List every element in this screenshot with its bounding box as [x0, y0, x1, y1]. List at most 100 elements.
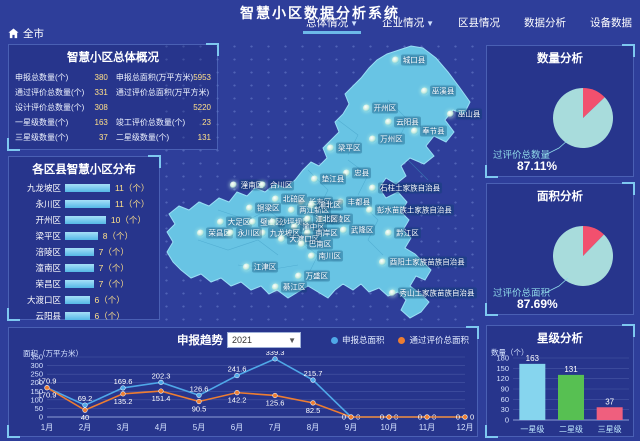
chart-text: 87.11%	[517, 159, 557, 173]
stat-value: 23	[202, 118, 211, 127]
map-label-綦江区: 綦江区	[271, 281, 308, 293]
chart-text: 200	[30, 378, 43, 387]
map-marker-dot	[307, 201, 315, 209]
data-point	[234, 372, 240, 379]
nav-item-1[interactable]: 企业情况 ▼	[382, 15, 434, 30]
chart-text: 163	[526, 354, 540, 363]
quantity-panel: 数量分析 过评价总数量 87.11%	[485, 44, 635, 178]
district-bar	[65, 280, 94, 288]
legend-item-1[interactable]: 通过评价总面积	[398, 334, 469, 346]
map-label-text: 涪陵区	[326, 213, 353, 225]
map-label-云阳县: 云阳县	[385, 116, 421, 128]
chart-text: 三星级	[598, 424, 622, 434]
map-label-text: 巫山县	[455, 108, 483, 120]
map-label-text: 江津区	[251, 261, 279, 273]
district-panel: 各区县智慧小区分布 九龙坡区 11（个） 永川区 11（个） 开州区 10（个） 梁平区 8（…	[7, 155, 161, 321]
chart-text: 12月	[457, 423, 474, 432]
stat-value: 380	[94, 73, 108, 82]
district-row: 云阳县 6（个）	[9, 308, 159, 324]
district-row: 梁平区 8（个）	[9, 228, 159, 244]
map-label-text: 九龙坡区	[267, 227, 302, 239]
district-bar	[65, 296, 90, 304]
nav-item-0[interactable]: 总体情况 ▼	[303, 15, 361, 34]
map-label-奉节县: 奉节县	[411, 125, 447, 137]
stat-label: 申报总面积(万平方米)	[115, 73, 194, 82]
chevron-down-icon: ▼	[426, 19, 434, 28]
map-label-酉阳土家族苗族自治县: 酉阳土家族苗族自治县	[378, 256, 467, 268]
map-label-忠县: 忠县	[343, 167, 372, 179]
chart-text: 339.3	[266, 351, 285, 357]
chart-text: 82.5	[306, 406, 321, 415]
chart-text: 11月	[419, 423, 435, 432]
trend-legend: 申报总面积 通过评价总面积	[330, 334, 469, 346]
chevron-down-icon: ▼	[350, 19, 359, 28]
map-marker-dot	[307, 252, 315, 260]
chart-text: 一星级	[520, 424, 544, 434]
map-marker-dot	[249, 218, 257, 226]
star-panel: 星级分析 数量（个） 0 30 60 90 120 150 180 163 一星级 131 二星级 37…	[485, 324, 635, 438]
map-label-大足区: 大足区	[216, 216, 253, 228]
chart-text: 150	[30, 387, 43, 396]
nav-item-label: 企业情况	[382, 17, 425, 29]
district-value: 8（个）	[102, 231, 133, 241]
map-marker-dot	[388, 289, 396, 297]
map-marker-dot	[291, 223, 299, 231]
data-point	[82, 402, 88, 408]
map-label-text: 秀山土家族苗族自治县	[397, 287, 477, 299]
map-label-text: 奉节县	[420, 125, 447, 137]
chart-text: 0	[505, 416, 509, 425]
chart-text: 135.2	[114, 397, 133, 406]
map-marker-dot	[391, 56, 399, 64]
nav-item-label: 总体情况	[306, 17, 349, 29]
nav-item-2[interactable]: 区县情况	[458, 15, 500, 30]
chart-text: 1月	[41, 423, 53, 432]
map-label-南岸区: 南岸区	[304, 227, 340, 239]
data-point	[120, 391, 126, 397]
year-select[interactable]: 2021 ▼	[227, 332, 301, 348]
chart-text: 150	[496, 364, 509, 373]
stat-value: 5220	[193, 103, 211, 112]
map-marker-dot	[304, 215, 312, 223]
map-marker-dot	[378, 258, 386, 266]
bar-二星级	[558, 374, 584, 420]
map-marker-dot	[385, 118, 393, 126]
map-marker-dot	[258, 229, 266, 237]
map-label-text: 万州区	[378, 133, 405, 145]
district-row: 永川区 11（个）	[9, 196, 159, 212]
map-marker-dot	[385, 229, 393, 237]
district-value: 7（个）	[98, 263, 129, 273]
chart-text: 0	[342, 413, 346, 422]
chart-text: 87.69%	[517, 297, 558, 311]
nav-item-3[interactable]: 数据分析	[524, 15, 566, 30]
map-marker-dot	[278, 235, 286, 243]
chart-text: 120	[496, 374, 509, 383]
chart-text: 151.4	[152, 394, 171, 403]
chevron-down-icon: ▼	[288, 335, 296, 345]
map-label-text: 梁平区	[335, 142, 363, 154]
breadcrumb[interactable]: 全市	[8, 26, 44, 41]
map-label-涪陵区: 涪陵区	[317, 213, 353, 225]
map-marker-dot	[336, 198, 344, 206]
map-label-九龙坡区: 九龙坡区	[258, 227, 302, 239]
nav-item-4[interactable]: 设备数据	[590, 15, 632, 30]
map-label-合川区: 合川区	[258, 179, 295, 191]
map-label-text: 綦江区	[280, 281, 308, 293]
map-label-text: 黔江区	[394, 227, 421, 239]
chart-text: 60	[501, 395, 509, 404]
map-marker-dot	[216, 218, 224, 226]
stat-row: 三星级数量(个) 37	[15, 130, 108, 145]
data-point	[158, 379, 164, 385]
map-label-黔江区: 黔江区	[385, 227, 421, 239]
nav-item-label: 设备数据	[590, 17, 632, 29]
map-label-荣昌区: 荣昌区	[197, 227, 233, 239]
pie-slice-main	[552, 226, 613, 286]
district-value: 6（个）	[94, 311, 125, 321]
chart-text: 6月	[231, 423, 243, 432]
trend-y-axis-label: 面积（万平方米）	[23, 349, 83, 358]
district-title: 各区县智慧小区分布	[32, 164, 136, 176]
map-label-text: 忠县	[352, 167, 372, 179]
legend-item-0[interactable]: 申报总面积	[330, 334, 384, 346]
chart-text: 二星级	[559, 424, 583, 434]
map-label-彭水苗族土家族自治县: 彭水苗族土家族自治县	[365, 204, 454, 216]
stat-label: 通过评价总数量(个)	[15, 88, 85, 97]
